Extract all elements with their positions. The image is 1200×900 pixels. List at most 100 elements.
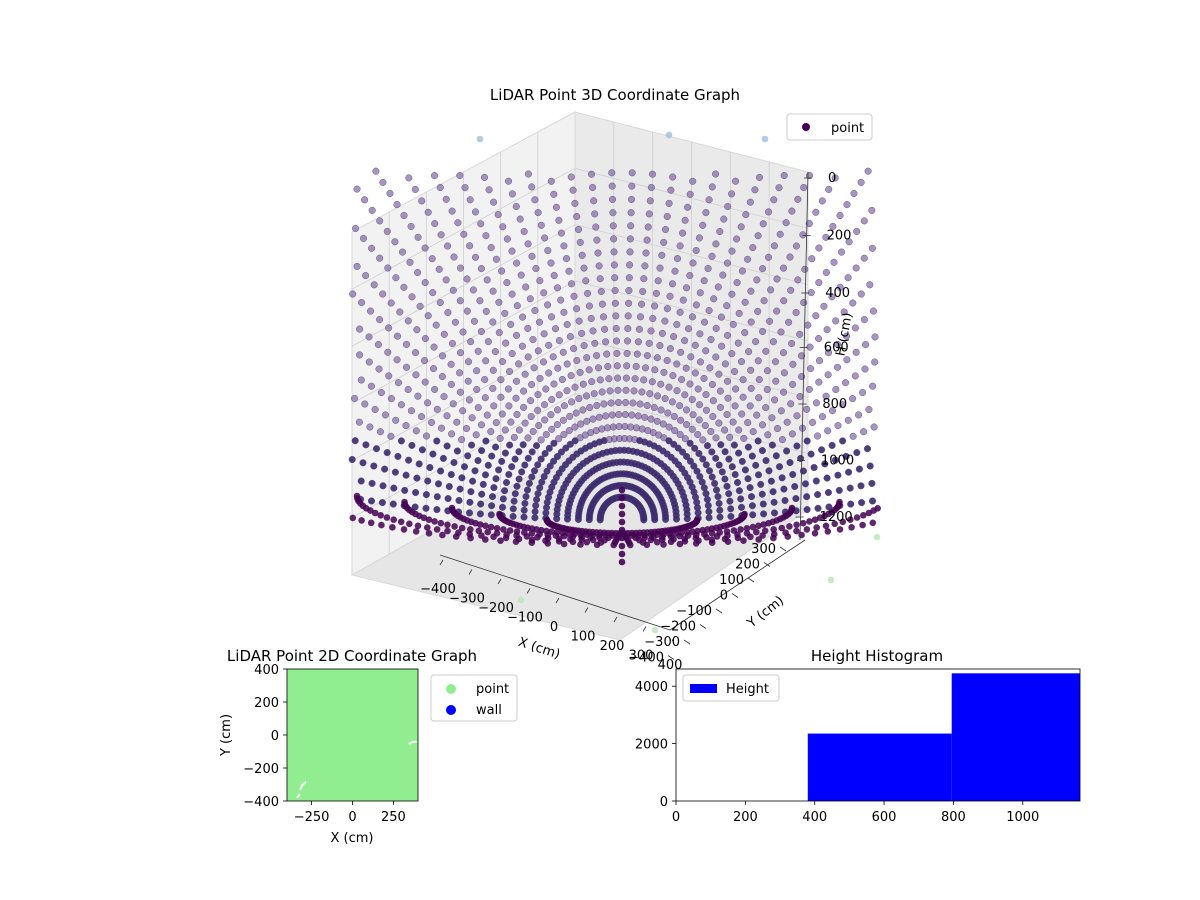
data-point [812, 399, 820, 407]
data-point [633, 350, 641, 358]
data-point [387, 395, 395, 403]
data-point [830, 258, 838, 266]
data-point [493, 530, 501, 537]
data-point [627, 222, 635, 230]
data-point [609, 209, 617, 217]
data-point [458, 436, 466, 444]
x-axis-line [439, 554, 671, 631]
data-point [640, 376, 648, 384]
data-point [692, 246, 700, 254]
data-point [626, 261, 634, 269]
data-point [435, 265, 443, 273]
data-point [646, 197, 654, 205]
data-point [547, 411, 555, 419]
data-point [517, 271, 525, 279]
data-point [566, 412, 574, 420]
data-point [536, 318, 544, 326]
z-axis-line [799, 171, 809, 541]
data-point [789, 360, 797, 368]
data-point [530, 364, 538, 372]
legend-2d-point-marker [446, 684, 456, 694]
data-point [772, 377, 780, 385]
data-point [755, 522, 762, 530]
data-point [853, 227, 861, 235]
data-point [568, 398, 576, 406]
data-point [502, 339, 510, 347]
data-point [780, 369, 788, 377]
data-point [789, 471, 797, 479]
legend-2d-point-label: point [476, 682, 509, 697]
data-point [595, 262, 603, 270]
data-point [708, 252, 716, 260]
data-point [815, 335, 823, 343]
data-point [487, 244, 495, 252]
data-point [568, 280, 576, 288]
data-point [440, 330, 448, 338]
data-point [540, 289, 548, 297]
data-point [522, 493, 530, 501]
data-point [683, 284, 691, 292]
data-point [749, 244, 757, 252]
data-point [809, 418, 817, 426]
data-point [609, 195, 617, 203]
data-point [552, 203, 560, 211]
data-point [536, 277, 544, 285]
data-point [621, 411, 629, 419]
data-point [451, 523, 458, 530]
data-point [424, 477, 432, 485]
data-point [626, 248, 634, 256]
data-point [474, 457, 482, 465]
data-point [822, 269, 830, 277]
data-point [407, 222, 415, 230]
data-point [482, 437, 490, 445]
data-point [786, 253, 794, 261]
data-point [777, 328, 785, 336]
data-point [623, 362, 631, 370]
data-point [604, 363, 612, 371]
data-point [816, 357, 824, 365]
data-point [723, 259, 731, 267]
data-point [683, 421, 691, 429]
data-point [533, 442, 541, 450]
data-point [640, 275, 648, 283]
data-point [550, 457, 558, 465]
data-point [857, 290, 865, 298]
data-point [870, 423, 878, 431]
data-point [381, 465, 389, 473]
data-point [770, 242, 778, 250]
data-point [716, 403, 724, 411]
data-point [802, 480, 810, 488]
data-point [387, 299, 395, 307]
data-point [653, 417, 661, 425]
data-point [686, 190, 694, 198]
data-point [769, 488, 777, 496]
data-point [745, 348, 753, 356]
data-point [741, 466, 749, 474]
data-point [503, 279, 511, 287]
data-point [431, 172, 439, 180]
data-point [438, 373, 446, 381]
data-point [386, 189, 394, 197]
data-point [692, 540, 700, 547]
y-tick-label: −300 [644, 635, 680, 650]
data-point [429, 450, 437, 458]
data-point [367, 307, 375, 315]
data-point [721, 475, 729, 483]
data-point [511, 490, 519, 498]
data-point [764, 431, 772, 439]
data-point [583, 417, 591, 425]
data-point [769, 338, 777, 346]
data-point [681, 391, 689, 399]
data-point [668, 398, 676, 406]
outlier-point [827, 576, 835, 584]
data-point [531, 307, 539, 315]
data-point [753, 276, 761, 284]
data-point [424, 312, 432, 320]
data-point [628, 411, 636, 419]
data-point [744, 255, 752, 263]
data-point [618, 494, 626, 502]
data-point [493, 525, 501, 532]
data-point [807, 450, 815, 458]
